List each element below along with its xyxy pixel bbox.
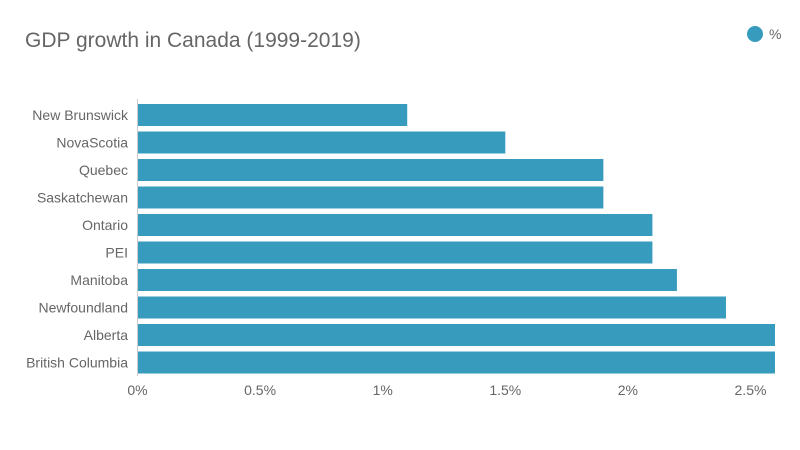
bar-ontario [138,214,653,236]
legend: % [747,26,781,42]
x-tick-labels: 0% 0.5% 1% 1.5% 2% 2.5% [127,382,766,398]
bar-alberta [138,324,775,346]
category-label: Ontario [82,217,128,233]
bar-newfoundland [138,296,726,319]
category-label: NovaScotia [56,135,128,151]
bar-quebec [138,159,604,181]
bar-novascotia [138,131,506,154]
x-tick-label: 0% [127,382,147,398]
x-tick-label: 1% [373,382,393,398]
category-label: Newfoundland [38,300,128,316]
legend-swatch [747,26,763,42]
bar-new-brunswick [138,104,408,126]
bar-manitoba [138,269,677,291]
category-label: Manitoba [70,272,128,288]
x-tick-label: 0.5% [244,382,276,398]
bar-saskatchewan [138,186,604,209]
category-labels: New Brunswick NovaScotia Quebec Saskatchewa… [26,107,129,371]
category-label: British Columbia [26,355,128,371]
bars [138,104,775,374]
category-label: New Brunswick [32,107,129,123]
category-label: Quebec [79,162,128,178]
legend-label: % [769,26,781,42]
x-tick-label: 1.5% [489,382,521,398]
chart-title: GDP growth in Canada (1999-2019) [25,29,361,52]
bar-pei [138,241,653,264]
category-label: Alberta [84,327,129,343]
x-tick-label: 2.5% [735,382,767,398]
bar-british-columbia [138,351,775,374]
category-label: Saskatchewan [37,190,128,206]
x-tick-label: 2% [618,382,638,398]
category-label: PEI [105,245,128,261]
